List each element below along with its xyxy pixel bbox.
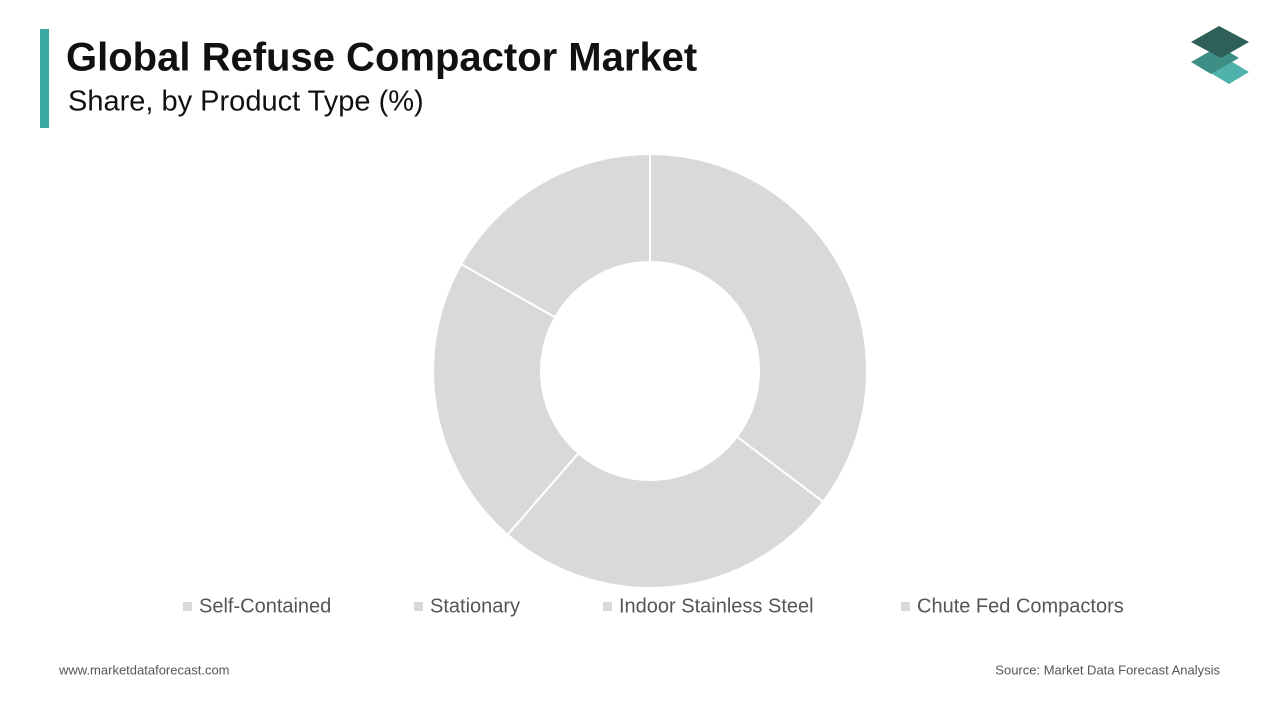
legend-marker (901, 602, 910, 611)
donut-segment (506, 435, 825, 589)
legend-label: Chute Fed Compactors (917, 595, 1124, 617)
legend-label: Indoor Stainless Steel (619, 595, 814, 617)
legend-marker (183, 602, 192, 611)
footer-source: Source: Market Data Forecast Analysis (995, 662, 1220, 677)
legend-marker (414, 602, 423, 611)
footer-website: www.marketdataforecast.com (58, 662, 230, 677)
donut-segment (649, 152, 868, 504)
legend-marker (603, 602, 612, 611)
donut-segment (459, 152, 651, 319)
legend-label: Stationary (430, 595, 520, 617)
title-accent (40, 29, 49, 128)
donut-segment (432, 262, 580, 537)
chart-title: Global Refuse Compactor Market (66, 36, 697, 80)
chart-subtitle: Share, by Product Type (%) (68, 86, 424, 118)
legend-label: Self-Contained (199, 595, 331, 617)
logo (1191, 26, 1249, 84)
